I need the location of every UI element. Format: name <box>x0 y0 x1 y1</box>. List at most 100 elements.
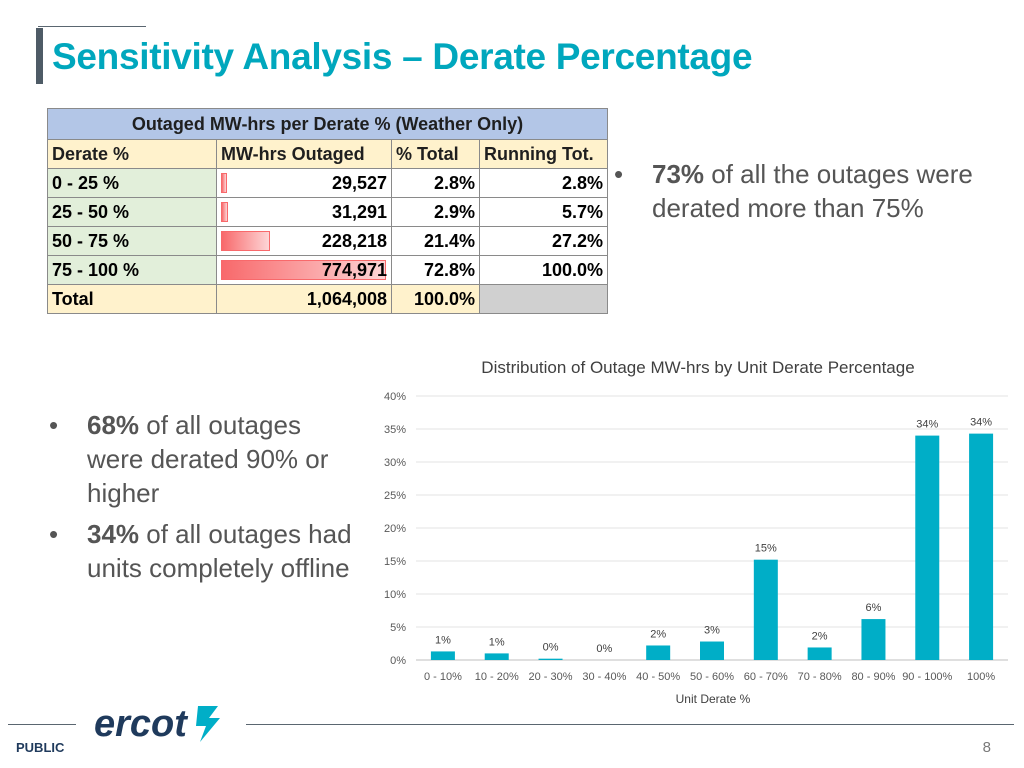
x-tick-label: 40 - 50% <box>636 671 680 683</box>
footer-rule-right <box>246 724 1014 725</box>
table-caption: Outaged MW-hrs per Derate % (Weather Onl… <box>47 108 608 140</box>
mw-hrs-cell: 31,291 <box>216 197 392 227</box>
table-row: 50 - 75 % 228,218 21.4% 27.2% <box>47 226 608 256</box>
data-bar <box>221 202 228 222</box>
footer-rule-left <box>8 724 76 725</box>
mw-hrs-value: 31,291 <box>331 201 387 222</box>
slide-title: Sensitivity Analysis – Derate Percentage <box>52 36 753 77</box>
title-top-rule <box>38 26 146 27</box>
x-tick-label: 60 - 70% <box>744 671 788 683</box>
y-tick-label: 25% <box>384 490 406 502</box>
pct-total-cell: 21.4% <box>391 226 480 256</box>
derate-table: Outaged MW-hrs per Derate % (Weather Onl… <box>47 108 608 314</box>
footer-classification: PUBLIC <box>16 740 65 755</box>
bullet-item: 34% of all outages had units completely … <box>49 517 359 585</box>
pct-total-cell: 72.8% <box>391 255 480 285</box>
table-header-row: Derate % MW-hrs Outaged % Total Running … <box>47 139 608 169</box>
bar-data-label: 0% <box>596 643 612 655</box>
mw-hrs-value: 29,527 <box>331 172 387 193</box>
bullet-item: 73% of all the outages were derated more… <box>614 157 1014 225</box>
bar-data-label: 34% <box>970 417 992 429</box>
y-tick-label: 15% <box>384 556 406 568</box>
x-tick-label: 50 - 60% <box>690 671 734 683</box>
x-tick-label: 30 - 40% <box>582 671 626 683</box>
x-tick-label: 90 - 100% <box>902 671 952 683</box>
bullet-bold: 68% <box>87 410 140 440</box>
bar-data-label: 2% <box>650 628 666 640</box>
table-row: 0 - 25 % 29,527 2.8% 2.8% <box>47 168 608 198</box>
logo-wordmark: ercot <box>94 703 188 745</box>
mw-hrs-value: 228,218 <box>321 230 387 251</box>
bar <box>861 619 886 660</box>
bar-data-label: 34% <box>916 419 938 431</box>
running-total-cell: 5.7% <box>479 197 608 227</box>
y-tick-label: 30% <box>384 457 406 469</box>
mw-hrs-cell: 29,527 <box>216 168 392 198</box>
x-tick-label: 20 - 30% <box>529 671 573 683</box>
derate-distribution-chart: Distribution of Outage MW-hrs by Unit De… <box>384 358 1008 706</box>
y-tick-label: 40% <box>384 391 406 403</box>
bar-data-label: 1% <box>489 636 505 648</box>
bar-data-label: 0% <box>543 642 559 654</box>
data-bar <box>221 173 228 193</box>
x-tick-label: 70 - 80% <box>798 671 842 683</box>
bar <box>484 653 509 660</box>
data-bar <box>221 231 270 251</box>
data-bar <box>221 260 386 280</box>
total-running-blank <box>479 284 608 314</box>
bar-data-label: 15% <box>755 543 777 555</box>
total-pct: 100.0% <box>391 284 480 314</box>
title-accent-bar <box>36 28 43 84</box>
bullet-text: of all outages were derated 90% or highe… <box>87 410 329 508</box>
bar-data-label: 2% <box>812 630 828 642</box>
bar-data-label: 3% <box>704 625 720 637</box>
bar <box>915 435 940 660</box>
mw-hrs-value: 774,971 <box>321 259 387 280</box>
table-row: 25 - 50 % 31,291 2.9% 5.7% <box>47 197 608 227</box>
pct-total-cell: 2.8% <box>391 168 480 198</box>
running-total-cell: 2.8% <box>479 168 608 198</box>
bar <box>646 645 671 660</box>
mw-hrs-cell: 228,218 <box>216 226 392 256</box>
derate-cell: 75 - 100 % <box>47 255 217 285</box>
left-bullets: 68% of all outages were derated 90% or h… <box>49 408 359 585</box>
page-number: 8 <box>982 739 991 756</box>
bullet-bold: 73% <box>652 159 705 189</box>
x-tick-label: 100% <box>967 671 995 683</box>
x-tick-label: 0 - 10% <box>424 671 462 683</box>
bullet-text: of all the outages were derated more tha… <box>652 159 973 223</box>
pct-total-cell: 2.9% <box>391 197 480 227</box>
bullet-item: 68% of all outages were derated 90% or h… <box>49 408 359 510</box>
bar <box>700 641 724 660</box>
bar <box>538 658 563 660</box>
ercot-logo: ercot <box>94 703 220 745</box>
derate-cell: 0 - 25 % <box>47 168 217 198</box>
y-tick-label: 35% <box>384 424 406 436</box>
table-total-row: Total 1,064,008 100.0% <box>47 284 608 314</box>
bar <box>969 433 994 660</box>
total-label: Total <box>47 284 217 314</box>
x-axis-title: Unit Derate % <box>676 692 751 706</box>
running-total-cell: 100.0% <box>479 255 608 285</box>
mw-hrs-cell: 774,971 <box>216 255 392 285</box>
bullet-bold: 34% <box>87 519 140 549</box>
total-mw-hrs: 1,064,008 <box>216 284 392 314</box>
derate-cell: 50 - 75 % <box>47 226 217 256</box>
bar <box>807 647 832 660</box>
bar <box>430 651 455 660</box>
chart-title: Distribution of Outage MW-hrs by Unit De… <box>481 358 914 377</box>
header-pct-total: % Total <box>391 139 480 169</box>
bar-data-label: 1% <box>435 634 451 646</box>
derate-cell: 25 - 50 % <box>47 197 217 227</box>
bar <box>753 559 778 660</box>
right-bullets: 73% of all the outages were derated more… <box>614 157 1014 225</box>
y-tick-label: 10% <box>384 589 406 601</box>
header-mw-hrs: MW-hrs Outaged <box>216 139 392 169</box>
running-total-cell: 27.2% <box>479 226 608 256</box>
x-tick-label: 10 - 20% <box>475 671 519 683</box>
header-running-total: Running Tot. <box>479 139 608 169</box>
y-tick-label: 5% <box>390 622 406 634</box>
bullet-text: of all outages had units completely offl… <box>87 519 352 583</box>
bar-data-label: 6% <box>866 602 882 614</box>
y-tick-label: 20% <box>384 523 406 535</box>
